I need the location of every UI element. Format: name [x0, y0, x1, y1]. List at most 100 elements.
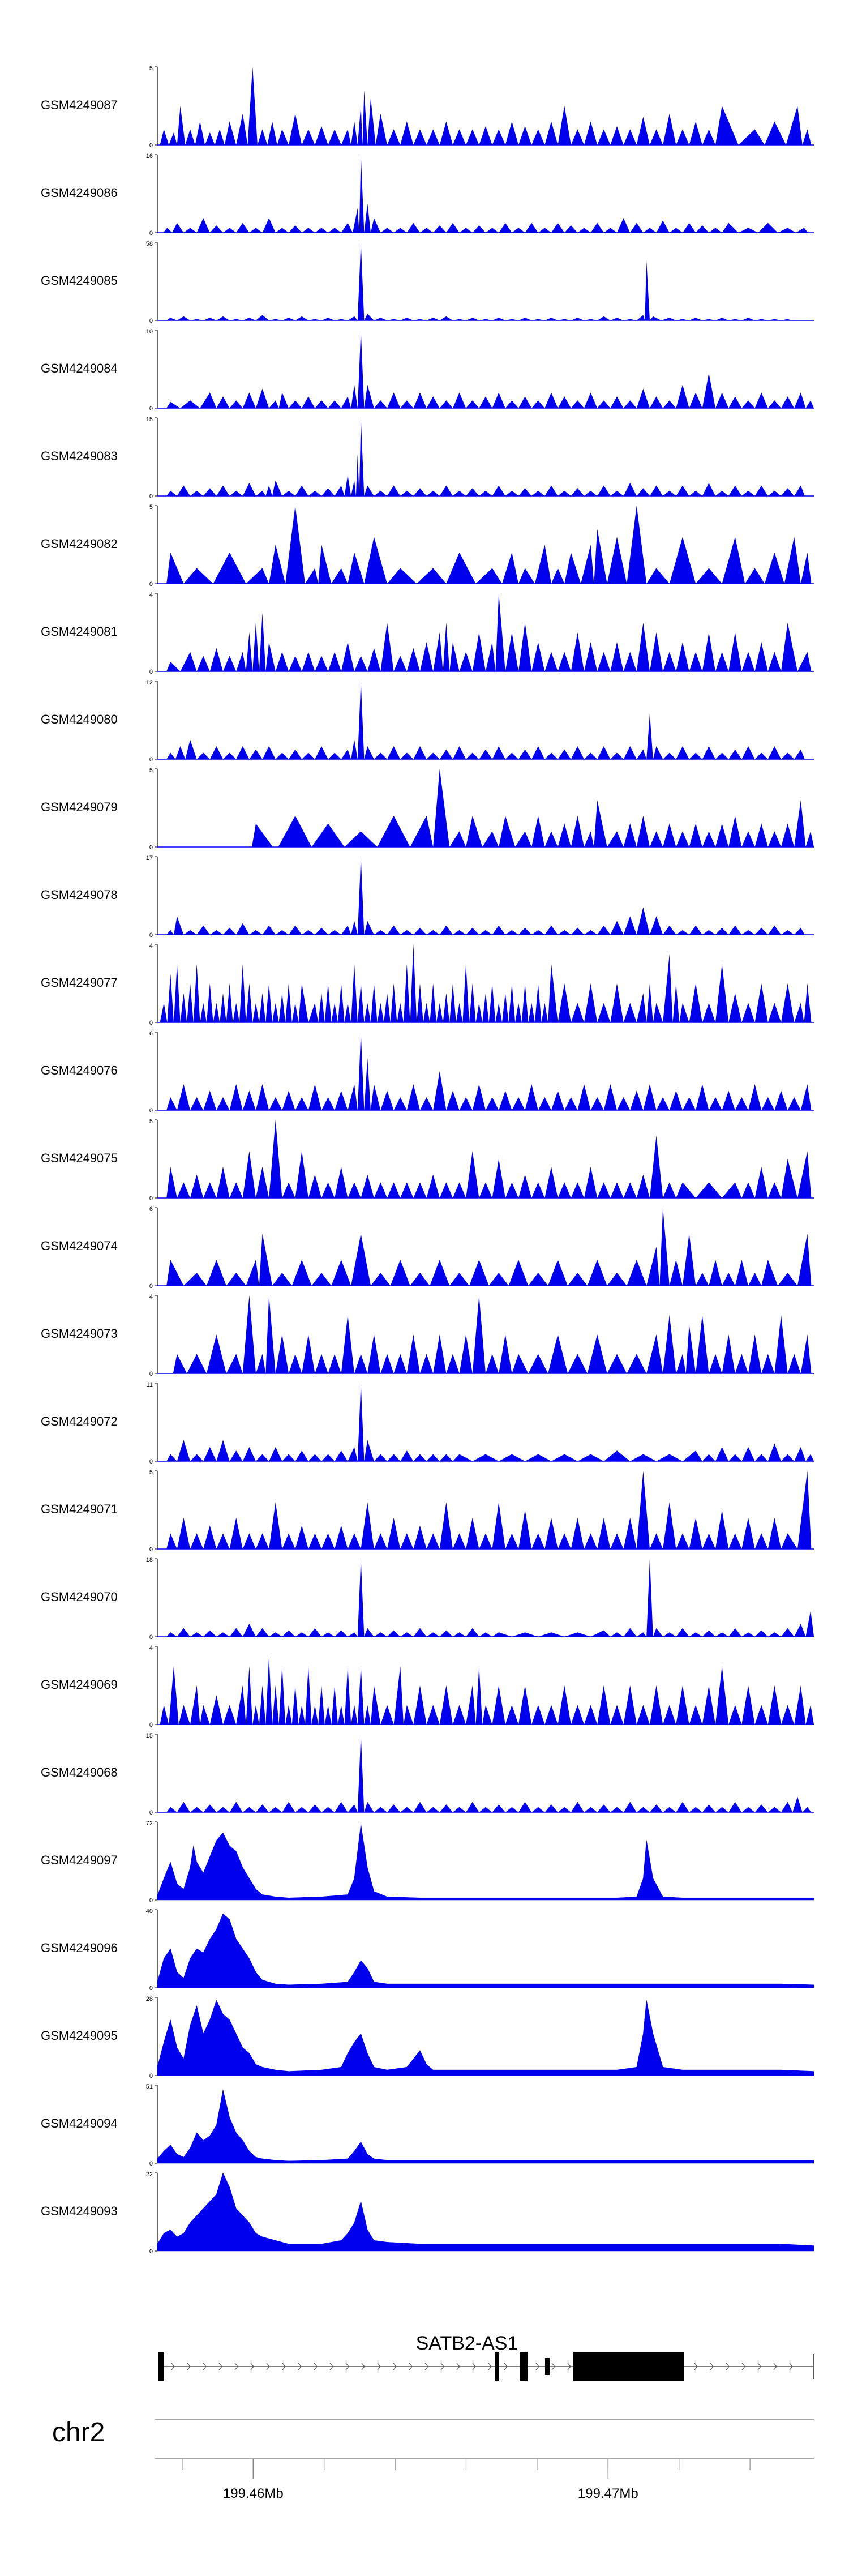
- strand-arrow-icon: [440, 2363, 444, 2370]
- coverage-peak: [709, 228, 722, 233]
- coverage-peak: [767, 1685, 781, 1725]
- coverage-peak: [709, 1354, 722, 1373]
- coverage-peak: [328, 129, 341, 145]
- coverage-peak: [627, 506, 647, 584]
- coverage-peak: [538, 1097, 551, 1110]
- coverage-peak: [804, 983, 812, 1022]
- coverage-peak: [413, 129, 427, 145]
- coverage-peak: [558, 1533, 571, 1549]
- coverage-peak: [190, 1807, 204, 1812]
- coverage-peak: [551, 222, 565, 233]
- coverage-peak: [275, 752, 289, 759]
- coverage-peak: [794, 1447, 806, 1461]
- coverage-peak: [558, 1685, 571, 1725]
- coverage-peak: [278, 392, 289, 408]
- coverage-peak: [767, 746, 781, 759]
- coverage-peak: [508, 1260, 529, 1286]
- coverage-peak: [466, 752, 479, 759]
- coverage-peak: [571, 1517, 584, 1549]
- coverage-peak: [328, 930, 341, 935]
- coverage-peak: [499, 222, 512, 233]
- coverage-peak: [305, 568, 319, 584]
- strand-arrow-icon: [472, 2363, 476, 2370]
- coverage-peak: [413, 1802, 427, 1812]
- coverage-peak: [531, 400, 545, 408]
- coverage-peak: [410, 944, 417, 1022]
- coverage-peak: [597, 1685, 611, 1725]
- coverage-peak: [223, 752, 237, 759]
- coverage-peak: [781, 823, 795, 847]
- coverage-peak: [623, 916, 637, 935]
- coverage-peak: [528, 1354, 548, 1373]
- coverage-peak: [185, 739, 197, 759]
- coverage-peak: [754, 983, 768, 1022]
- coverage-peak: [492, 746, 505, 759]
- coverage-peak: [364, 1628, 374, 1637]
- coverage-peak: [630, 1090, 644, 1110]
- coverage-peak: [203, 1182, 217, 1198]
- coverage-peak: [426, 129, 440, 145]
- coverage-peak: [177, 1182, 190, 1198]
- coverage-peak: [267, 121, 277, 145]
- coverage-peak: [426, 490, 440, 496]
- coverage-peak: [439, 485, 453, 496]
- y-tick-label-max: 40: [146, 1908, 153, 1915]
- coverage-peak: [702, 930, 715, 935]
- coverage-peak: [512, 1632, 538, 1637]
- coverage-peak: [531, 1533, 545, 1549]
- coverage-peak: [252, 622, 259, 671]
- coverage-peak: [331, 1003, 338, 1022]
- coverage-peak: [702, 1630, 715, 1637]
- coverage-peak: [216, 1533, 230, 1549]
- coverage-peak: [646, 1334, 663, 1373]
- coverage-peak: [166, 1807, 177, 1812]
- coverage-peak: [295, 316, 308, 320]
- coverage-peak: [275, 228, 289, 233]
- coverage-peak: [196, 752, 210, 759]
- coverage-peak: [597, 400, 611, 408]
- coverage-peak: [650, 316, 662, 320]
- coverage-peak: [505, 1533, 518, 1549]
- coverage-peak: [728, 1533, 742, 1549]
- track-GSM4249068: GSM4249068 15 0: [41, 1732, 814, 1816]
- coverage-peak: [324, 983, 332, 1022]
- coverage-peak: [351, 739, 358, 759]
- coverage-peak: [433, 1334, 447, 1373]
- coverage-peak: [663, 1705, 676, 1725]
- coverage-peak: [650, 1135, 663, 1198]
- coverage-peak: [357, 983, 365, 1022]
- coverage-peak: [754, 1454, 768, 1461]
- coverage-peak: [375, 113, 387, 145]
- coverage-peak: [774, 1090, 788, 1110]
- coverage-peak: [676, 1802, 689, 1812]
- coverage-peak: [348, 316, 358, 320]
- coverage-peak: [715, 752, 729, 759]
- coverage-peak: [676, 485, 689, 496]
- coverage-peak: [348, 1632, 358, 1637]
- coverage-peak: [272, 1685, 279, 1725]
- coverage-peak: [558, 1182, 571, 1198]
- coverage-peak: [767, 1807, 781, 1812]
- coverage-peak: [741, 1685, 755, 1725]
- coverage-peak: [571, 1182, 584, 1198]
- coverage-peak: [311, 1273, 332, 1286]
- coverage-peak: [180, 400, 200, 408]
- coverage-peak: [676, 930, 689, 935]
- coverage-peak: [305, 1666, 312, 1725]
- coverage-peak: [302, 228, 315, 233]
- coverage-peak: [446, 1090, 460, 1110]
- coverage-peak: [321, 1632, 335, 1637]
- coverage-peak: [321, 318, 335, 320]
- coverage-peak: [246, 1666, 253, 1725]
- coverage-peak: [518, 488, 532, 496]
- coverage-peak: [209, 930, 223, 935]
- coverage-peak: [794, 1624, 806, 1637]
- coverage-peak: [302, 752, 315, 759]
- coverage-peak: [623, 823, 637, 847]
- coverage-peak: [548, 1334, 568, 1373]
- coverage-peak: [466, 815, 483, 847]
- coverage-peak: [551, 1454, 578, 1461]
- coverage-peak: [623, 129, 637, 145]
- coverage-peak: [623, 1628, 637, 1637]
- coverage-peak: [289, 925, 302, 935]
